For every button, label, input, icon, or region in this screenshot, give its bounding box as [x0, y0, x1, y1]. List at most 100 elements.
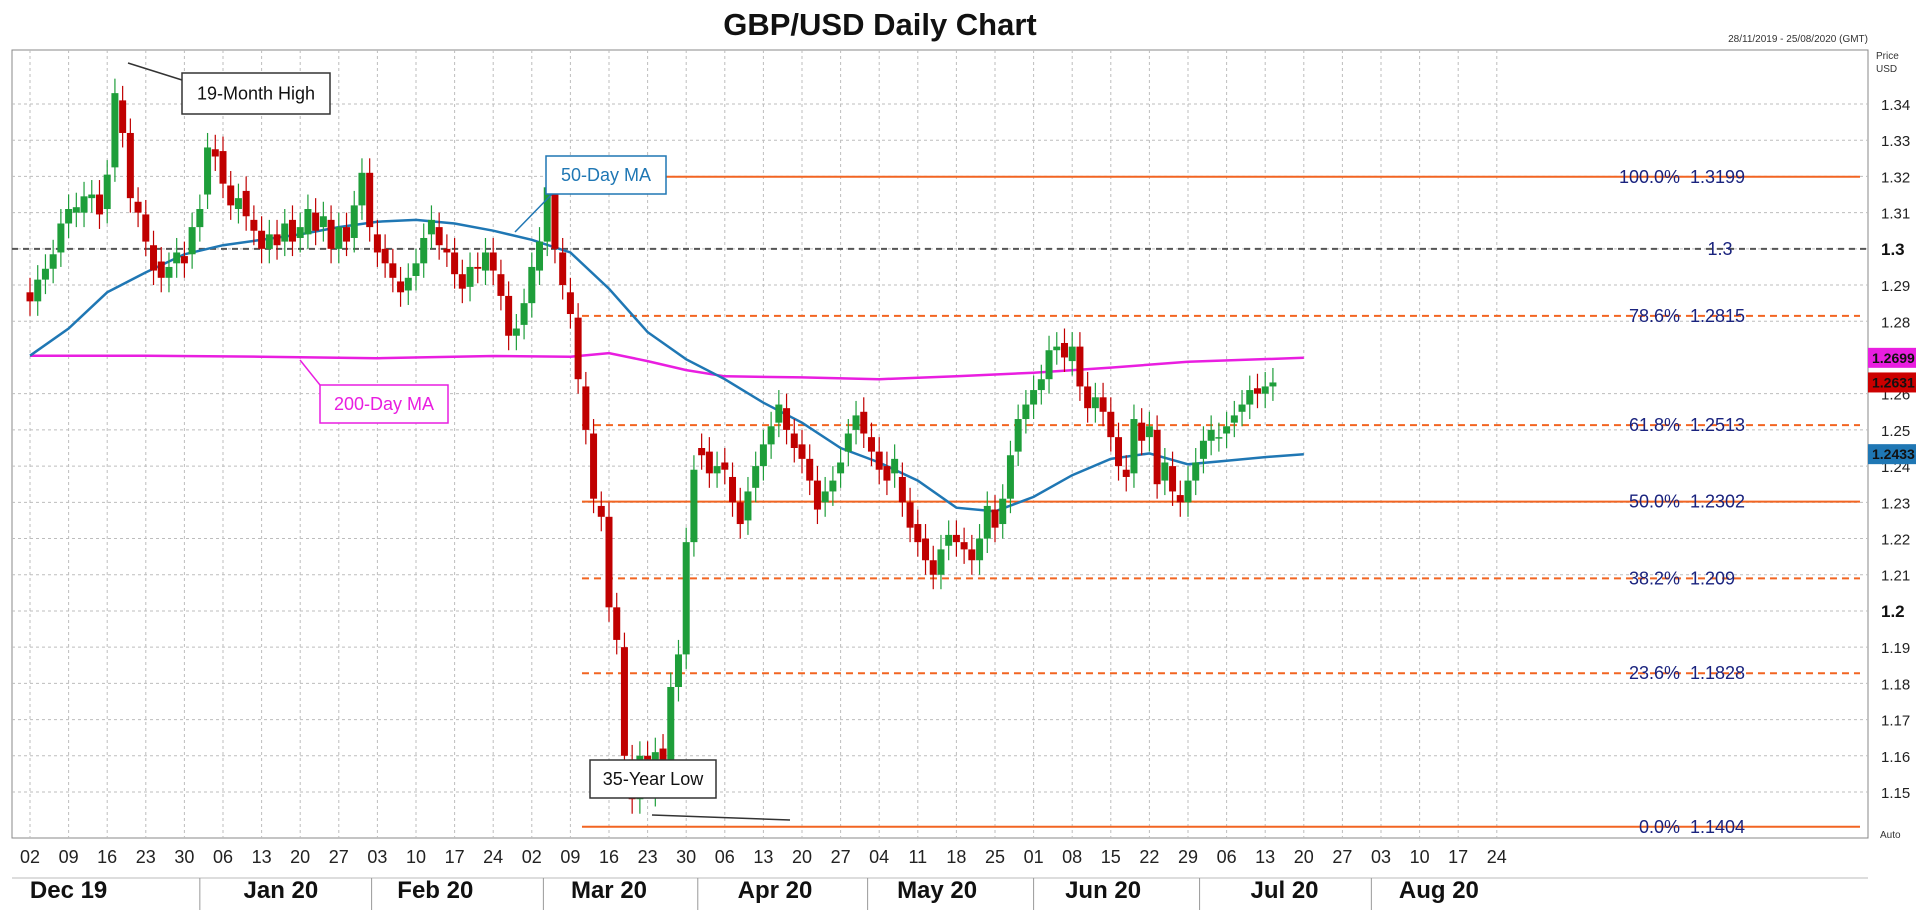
x-tick-label: 04: [869, 847, 889, 867]
candle-body: [605, 516, 613, 608]
annotation-ma200-box: [319, 384, 449, 424]
candle-body: [41, 268, 49, 280]
candle-body: [875, 451, 883, 470]
candle-body: [937, 549, 945, 575]
candle-body: [682, 542, 690, 655]
x-tick-label: 20: [1294, 847, 1314, 867]
candle-body: [566, 292, 574, 315]
annotation-ma50-box: [545, 155, 667, 195]
month-label: May 20: [897, 877, 977, 904]
annotation-35-year-low-leader: [651, 814, 791, 821]
candle-body: [319, 216, 327, 228]
y-tick-label: 1.32: [1881, 169, 1910, 186]
x-tick-label: 17: [1448, 847, 1468, 867]
candle-body: [999, 498, 1007, 525]
candle-body: [1138, 422, 1146, 441]
x-tick-label: 10: [406, 847, 426, 867]
candle-body: [180, 256, 188, 264]
candle-body: [590, 433, 598, 499]
candle-body: [991, 509, 999, 528]
candle-body: [1215, 437, 1223, 439]
candle-body: [1199, 440, 1207, 459]
candle-body: [914, 524, 922, 543]
candle-body: [744, 491, 752, 521]
x-tick-label: 02: [522, 847, 542, 867]
month-label: Dec 19: [30, 877, 107, 904]
candle-body: [265, 234, 273, 249]
candle-body: [945, 534, 953, 546]
fibonacci-percent: 50.0%: [1629, 492, 1680, 512]
candle-body: [1045, 350, 1053, 380]
x-tick-label: 24: [1487, 847, 1507, 867]
candle-body: [1184, 480, 1192, 503]
candle-body: [929, 560, 937, 575]
fibonacci-level: 1.3199: [1690, 167, 1745, 187]
candle-body: [690, 469, 698, 543]
candle-body: [790, 433, 798, 448]
x-tick-label: 08: [1062, 847, 1082, 867]
candle-body: [49, 254, 57, 269]
y-tick-label: 1.15: [1881, 785, 1910, 802]
candle-body: [1230, 415, 1238, 423]
candle-body: [1207, 429, 1215, 441]
x-tick-label: 16: [599, 847, 619, 867]
candle-body: [551, 190, 559, 249]
y-tick-label: 1.31: [1881, 206, 1910, 223]
candle-body: [759, 444, 767, 467]
x-tick-label: 17: [445, 847, 465, 867]
fibonacci-percent: 23.6%: [1629, 663, 1680, 683]
annotation-ma50-leader: [514, 193, 553, 233]
candle-body: [103, 174, 111, 210]
candle-body: [57, 223, 65, 253]
annotation-19-month-high: 19-Month High: [197, 84, 315, 104]
candle-body: [821, 491, 829, 503]
candle-body: [1192, 462, 1200, 481]
x-tick-label: 06: [1217, 847, 1237, 867]
month-label: Jan 20: [244, 877, 319, 904]
candle-body: [860, 411, 868, 434]
candle-body: [1115, 437, 1123, 467]
candle-body: [26, 292, 34, 302]
candle-body: [219, 151, 227, 184]
x-tick-label: 20: [792, 847, 812, 867]
x-tick-label: 22: [1139, 847, 1159, 867]
x-tick-label: 23: [136, 847, 156, 867]
fibonacci-level: 1.209: [1690, 568, 1735, 588]
candle-body: [721, 462, 729, 470]
candle-body: [1099, 397, 1107, 412]
y-tick-label: 1.21: [1881, 568, 1910, 585]
candle-body: [72, 207, 80, 213]
candle-body: [288, 219, 296, 242]
x-tick-label: 15: [1101, 847, 1121, 867]
candle-body: [312, 212, 320, 231]
candle-body: [1091, 397, 1099, 409]
x-tick-label: 16: [97, 847, 117, 867]
y-tick-label: 1.25: [1881, 423, 1910, 440]
candle-body: [844, 433, 852, 452]
candle-body: [1246, 390, 1254, 405]
candle-body: [1030, 390, 1038, 405]
y-tick-label: 1.28: [1881, 314, 1910, 331]
candle-body: [381, 248, 389, 264]
x-tick-label: 20: [290, 847, 310, 867]
x-tick-label: 11: [908, 847, 927, 867]
candle-body: [211, 149, 219, 157]
candle-body: [829, 480, 837, 492]
candle-body: [304, 209, 312, 235]
candle-body: [327, 219, 335, 249]
x-tick-label: 30: [676, 847, 696, 867]
candle-body: [1145, 426, 1153, 438]
ma200-line: [30, 351, 1304, 381]
fibonacci-percent: 78.6%: [1629, 306, 1680, 326]
last-price-tag-box: [1868, 372, 1916, 393]
month-label: Jun 20: [1065, 877, 1141, 904]
candle-body: [1261, 386, 1269, 394]
candle-body: [296, 227, 304, 238]
month-label: Feb 20: [397, 877, 473, 904]
candle-body: [898, 476, 906, 503]
candle-body: [582, 386, 590, 430]
candle-body: [976, 538, 984, 561]
candle-body: [1068, 346, 1076, 362]
candle-body: [204, 147, 212, 195]
